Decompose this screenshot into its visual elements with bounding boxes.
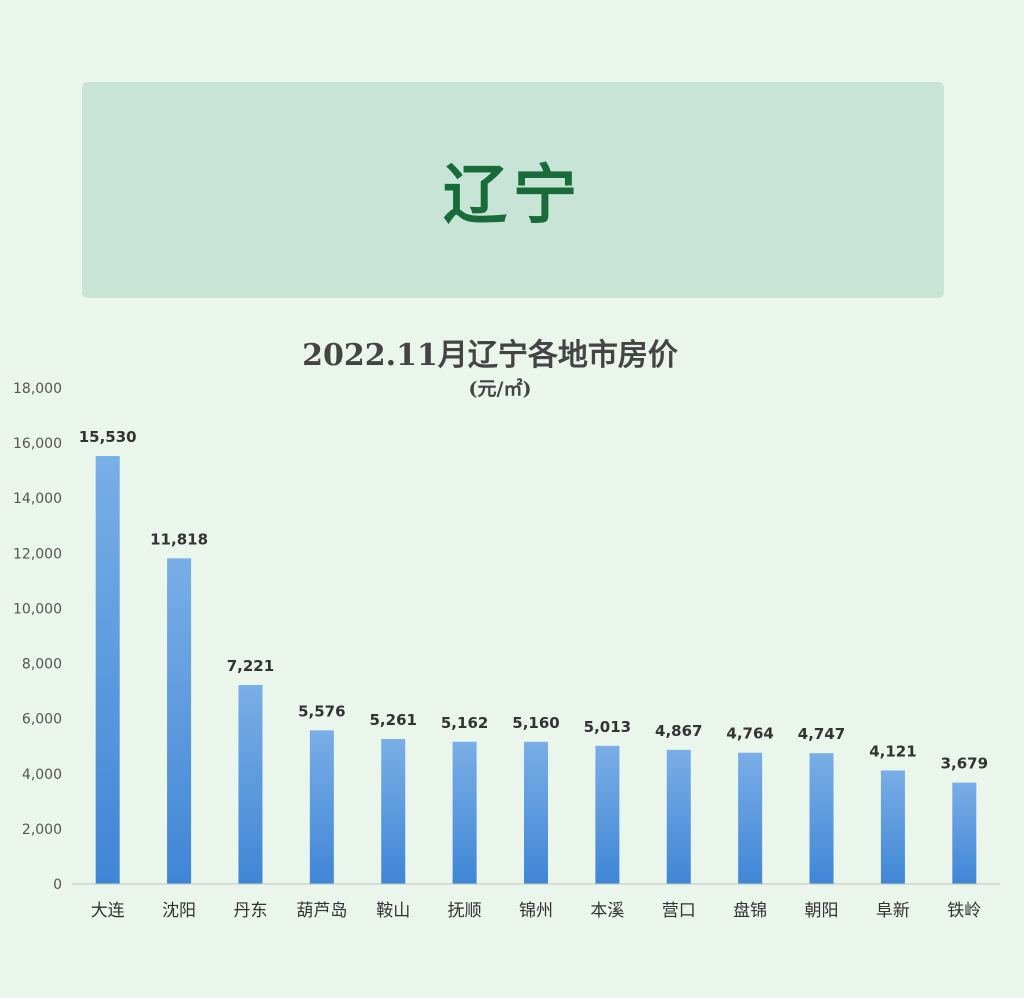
- category-label: 盘锦: [733, 901, 767, 921]
- bar: [238, 685, 263, 884]
- category-label: 朝阳: [805, 901, 839, 921]
- data-label: 3,679: [941, 755, 988, 773]
- y-tick-label: 0: [53, 877, 62, 893]
- y-tick-label: 12,000: [13, 546, 62, 562]
- bar: [666, 749, 691, 884]
- bar: [309, 730, 334, 884]
- data-labels: 15,530 11,818 7,221 5,576 5,261 5,162 5,160 5,0…: [79, 428, 988, 773]
- title-banner: 辽宁: [82, 82, 944, 298]
- data-label: 4,764: [726, 725, 773, 743]
- category-label: 大连: [91, 901, 125, 921]
- y-tick-label: 18,000: [13, 381, 62, 397]
- bar: [452, 741, 477, 884]
- bars: [95, 456, 977, 884]
- x-axis: 大连 沈阳 丹东 葫芦岛 鞍山 抚顺 锦州 本溪 营口 盘锦 朝阳 阜新 铁岭: [72, 883, 1000, 921]
- data-label: 15,530: [79, 428, 137, 446]
- y-tick-label: 16,000: [13, 436, 62, 452]
- category-label: 沈阳: [162, 901, 196, 921]
- bar-chart: 0 2,000 4,000 6,000 8,000 10,000 12,000 14,000 1…: [13, 381, 1000, 921]
- data-label: 5,261: [370, 711, 417, 729]
- y-tick-label: 8,000: [22, 657, 62, 673]
- category-label: 本溪: [590, 901, 624, 921]
- data-label: 5,576: [298, 702, 345, 720]
- bar: [167, 558, 192, 884]
- y-axis: 0 2,000 4,000 6,000 8,000 10,000 12,000 14,000 1…: [13, 381, 62, 893]
- bar: [524, 741, 548, 884]
- data-label: 5,162: [441, 714, 488, 732]
- data-label: 4,747: [798, 725, 845, 743]
- bar: [880, 770, 905, 884]
- category-label: 铁岭: [947, 901, 981, 921]
- category-label: 锦州: [519, 901, 553, 921]
- y-tick-label: 2,000: [22, 822, 62, 838]
- chart-subtitle: (元/㎡): [468, 378, 532, 400]
- category-label: 葫芦岛: [296, 901, 347, 921]
- y-tick-label: 4,000: [22, 767, 62, 783]
- data-label: 4,121: [869, 742, 916, 760]
- bar: [809, 753, 834, 884]
- category-label: 阜新: [876, 901, 910, 921]
- bar: [738, 752, 763, 884]
- data-label: 7,221: [227, 657, 274, 675]
- category-label: 营口: [662, 901, 696, 921]
- chart-title: 2022.11月辽宁各地市房价: [302, 338, 678, 373]
- banner-title: 辽宁: [443, 159, 583, 233]
- category-label: 丹东: [233, 901, 267, 921]
- bar: [95, 456, 120, 884]
- y-tick-label: 10,000: [13, 601, 62, 617]
- y-tick-label: 14,000: [13, 491, 62, 507]
- data-label: 5,160: [512, 714, 559, 732]
- data-label: 5,013: [584, 718, 631, 736]
- y-tick-label: 6,000: [22, 712, 62, 728]
- data-label: 4,867: [655, 722, 702, 740]
- bar: [595, 745, 620, 884]
- category-label: 抚顺: [448, 901, 482, 921]
- bar: [381, 739, 406, 884]
- data-label: 11,818: [150, 530, 208, 548]
- category-label: 鞍山: [376, 901, 410, 921]
- bar: [952, 782, 977, 884]
